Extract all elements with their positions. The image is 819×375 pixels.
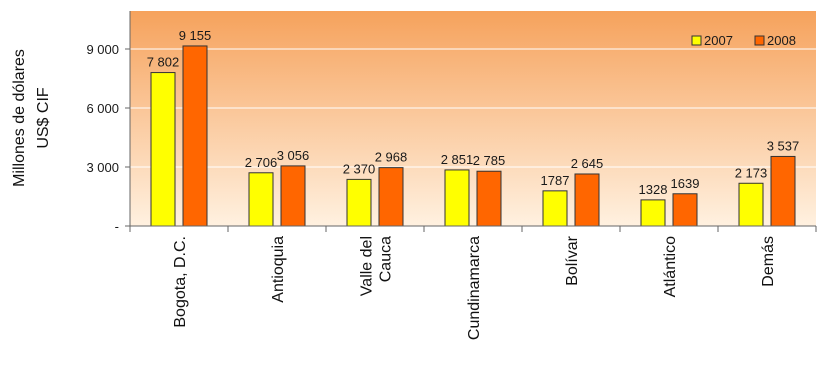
category-label-5: Bolívar [564, 235, 581, 285]
bar-2008-5 [574, 173, 600, 227]
axes [125, 11, 817, 232]
bar-2008-1 [182, 45, 208, 227]
y-tick-label: 6 000 [86, 101, 119, 116]
legend-swatch-2007 [691, 35, 702, 46]
data-label-2008-4: 2 785 [473, 153, 506, 168]
y-tick-label: 9 000 [86, 42, 119, 57]
bar-2007-7 [738, 182, 764, 227]
bar-2007-2 [248, 172, 274, 227]
category-label-2: Antioquia [270, 236, 287, 303]
legend-swatch-2008 [754, 35, 765, 46]
data-label-2007-6: 1328 [639, 182, 668, 197]
bar-2007-6 [640, 199, 666, 227]
data-label-2008-7: 3 537 [767, 138, 800, 153]
category-label-3: Valle del [359, 236, 376, 296]
y-axis-title: Millones de dólares US$ CIF [11, 49, 52, 187]
y-axis-title-line: Millones de dólares [11, 49, 28, 187]
y-tick-label: 3 000 [86, 160, 119, 175]
data-label-2007-5: 1787 [541, 173, 570, 188]
bar-2007-4 [444, 169, 470, 227]
legend: 2007 2008 [691, 33, 796, 48]
bars [150, 45, 796, 227]
legend-label-2008: 2008 [767, 33, 796, 48]
bar-2008-4 [476, 170, 502, 227]
legend-label-2007: 2007 [704, 33, 733, 48]
data-label-2008-1: 9 155 [179, 28, 212, 43]
bar-2007-1 [150, 72, 176, 227]
data-label-2007-3: 2 370 [343, 161, 376, 176]
bar-2007-3 [346, 178, 372, 227]
y-tick-labels: - 3 000 6 000 9 000 [86, 42, 119, 234]
category-label-7: Demás [760, 236, 777, 287]
x-category-labels: Bogota, D.C. Antioquia Valle del Cauca Cundi… [172, 235, 777, 340]
gridlines [130, 48, 816, 168]
bar-2008-7 [770, 155, 796, 227]
data-label-2007-1: 7 802 [147, 55, 180, 70]
data-label-2008-6: 1639 [671, 176, 700, 191]
bar-2008-2 [280, 165, 306, 227]
category-label-4: Cundinamarca [466, 236, 483, 340]
bar-2008-6 [672, 193, 698, 227]
data-label-2007-4: 2 851 [441, 152, 474, 167]
data-label-2008-2: 3 056 [277, 148, 310, 163]
plot-area [130, 11, 816, 226]
data-label-2008-3: 2 968 [375, 150, 408, 165]
bar-2008-3 [378, 167, 404, 227]
data-label-2007-7: 2 173 [735, 165, 768, 180]
category-label-1: Bogota, D.C. [172, 236, 189, 328]
category-label-6: Atlántico [662, 236, 679, 297]
category-label-3: Cauca [378, 236, 395, 282]
data-label-2007-2: 2 706 [245, 155, 278, 170]
bar-2007-5 [542, 190, 568, 227]
y-axis-title-line: US$ CIF [35, 87, 52, 149]
y-tick-label: - [115, 219, 119, 234]
data-label-2008-5: 2 645 [571, 156, 604, 171]
